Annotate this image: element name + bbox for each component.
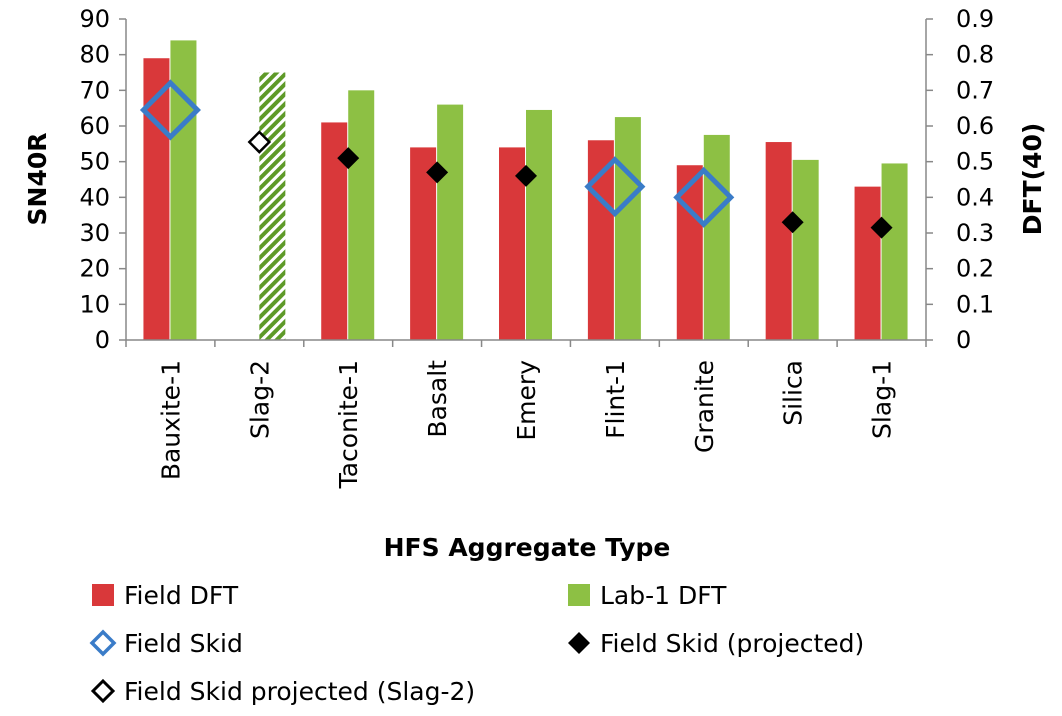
y-tick-label-right: 0 bbox=[956, 326, 971, 354]
y-tick-label-left: 60 bbox=[79, 112, 110, 140]
y-tick-label-left: 20 bbox=[79, 255, 110, 283]
markers-layer bbox=[139, 79, 893, 239]
y-tick-label-right: 0.7 bbox=[956, 76, 994, 104]
y-tick-label-right: 0.9 bbox=[956, 5, 994, 33]
legend-swatch-field-skid bbox=[89, 629, 117, 657]
bar-field-dft-bauxite-1 bbox=[143, 58, 170, 340]
legend-label-field-skid-projected-slag-2: Field Skid projected (Slag-2) bbox=[124, 677, 475, 706]
y-axis-title-right: DFT(40) bbox=[1018, 123, 1047, 236]
y-tick-label-right: 0.6 bbox=[956, 112, 994, 140]
y-tick-label-left: 40 bbox=[79, 183, 110, 211]
marker-field-skid-projected-basalt bbox=[426, 161, 449, 184]
y-tick-label-left: 30 bbox=[79, 219, 110, 247]
marker-field-skid-projected-silica bbox=[781, 211, 804, 234]
bar-field-dft-basalt bbox=[410, 147, 437, 340]
x-category-label: Taconite-1 bbox=[334, 360, 363, 489]
marker-field-skid-bauxite-1 bbox=[139, 79, 201, 141]
y-tick-label-right: 0.3 bbox=[956, 219, 994, 247]
legend: Field DFT Lab-1 DFT Field Skid Field Skid (… bbox=[89, 581, 864, 706]
y-axis-title-left: SN40R bbox=[23, 133, 52, 226]
bar-field-dft-silica bbox=[765, 142, 792, 340]
legend-swatch-field-skid-projected bbox=[568, 632, 590, 654]
bar-lab-1-dft-emery bbox=[526, 109, 552, 340]
y-tick-label-right: 0.4 bbox=[956, 183, 994, 211]
marker-field-skid-projected-slag-1 bbox=[870, 216, 893, 239]
marker-field-skid-projected-taconite-1 bbox=[337, 147, 360, 170]
marker-field-skid-granite bbox=[673, 166, 735, 228]
marker-field-skid-projected-emery bbox=[515, 164, 537, 187]
bar-lab-1-dft-taconite-1 bbox=[348, 90, 375, 340]
x-category-label: Silica bbox=[779, 360, 808, 426]
legend-swatch-field-skid-projected-slag-2 bbox=[90, 678, 116, 704]
x-category-label: Flint-1 bbox=[601, 360, 630, 439]
y-tick-label-right: 0.5 bbox=[956, 148, 994, 176]
bar-field-dft-slag-1 bbox=[854, 186, 881, 340]
legend-swatch-field-dft bbox=[92, 584, 114, 606]
x-category-label: Slag-2 bbox=[245, 360, 274, 439]
x-category-label: Emery bbox=[512, 360, 541, 441]
y-tick-label-left: 80 bbox=[79, 41, 110, 69]
bar-lab-1-dft-slag-2 bbox=[259, 72, 286, 340]
bars-layer bbox=[143, 40, 908, 341]
y-tick-label-left: 70 bbox=[79, 76, 110, 104]
x-category-label: Slag-1 bbox=[868, 360, 897, 439]
legend-label-field-dft: Field DFT bbox=[124, 581, 239, 610]
x-category-label: Granite bbox=[690, 360, 719, 453]
bar-lab-1-dft-slag-1 bbox=[881, 163, 908, 340]
legend-label-lab-1-dft: Lab-1 DFT bbox=[600, 581, 727, 610]
bar-lab-1-dft-silica bbox=[792, 159, 819, 340]
y-tick-label-right: 0.8 bbox=[956, 41, 994, 69]
legend-swatch-lab-1-dft bbox=[568, 584, 590, 606]
legend-label-field-skid: Field Skid bbox=[124, 629, 243, 658]
bar-lab-1-dft-basalt bbox=[437, 104, 464, 340]
x-category-label: Bauxite-1 bbox=[156, 360, 185, 480]
marker-field-skid-projected-slag-2-slag-2 bbox=[247, 130, 272, 154]
x-category-label: Basalt bbox=[423, 360, 452, 438]
x-axis-title: HFS Aggregate Type bbox=[384, 533, 671, 562]
y-tick-label-left: 90 bbox=[79, 5, 110, 33]
legend-label-field-skid-projected: Field Skid (projected) bbox=[600, 629, 864, 658]
bar-lab-1-dft-flint-1 bbox=[614, 117, 641, 340]
y-tick-label-right: 0.2 bbox=[956, 255, 994, 283]
labels-layer: 0 10 20 30 40 50 60 70 80 90 0 0.1 0.2 0.3 0.4 0.5 0.6 0.… bbox=[79, 5, 994, 489]
y-tick-label-left: 10 bbox=[79, 290, 110, 318]
bar-lab-1-dft-granite bbox=[703, 134, 730, 340]
y-tick-label-left: 50 bbox=[79, 148, 110, 176]
axes-layer bbox=[119, 18, 933, 347]
y-tick-label-left: 0 bbox=[95, 326, 110, 354]
y-tick-label-right: 0.1 bbox=[956, 290, 994, 318]
marker-field-skid-flint-1 bbox=[584, 156, 646, 218]
